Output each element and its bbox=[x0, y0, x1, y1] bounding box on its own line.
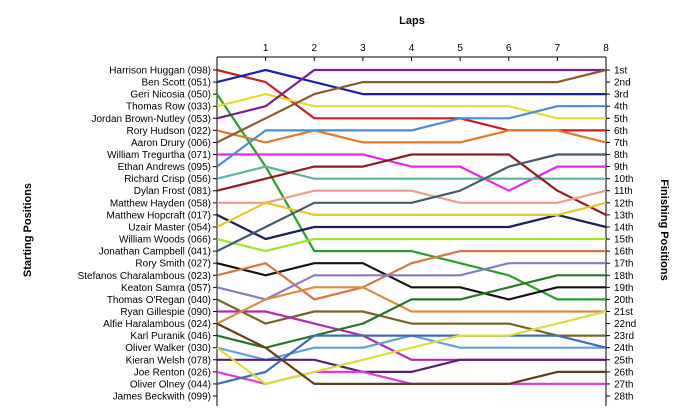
series-line bbox=[217, 153, 606, 192]
start-position-label: Matthew Hayden (058) bbox=[110, 198, 211, 209]
lap-tick-label: 6 bbox=[506, 43, 512, 54]
start-position-label: Ben Scott (051) bbox=[142, 78, 211, 89]
lap-tick-label: 3 bbox=[360, 43, 366, 54]
finish-position-label: 9th bbox=[614, 162, 628, 173]
finish-position-label: 1st bbox=[614, 66, 628, 77]
finish-position-label: 12th bbox=[614, 198, 633, 209]
start-position-label: Harrison Huggan (098) bbox=[109, 66, 211, 77]
finish-position-label: 28th bbox=[614, 392, 633, 403]
series-line bbox=[216, 322, 606, 385]
start-position-label: Oliver Olney (044) bbox=[130, 379, 211, 390]
finish-position-label: 20th bbox=[614, 295, 633, 306]
start-position-label: Rory Hudson (022) bbox=[127, 126, 211, 137]
finish-position-label: 14th bbox=[614, 222, 633, 233]
start-position-label: Stefanos Charalambous (023) bbox=[78, 271, 211, 282]
finish-position-label: 13th bbox=[614, 210, 633, 221]
series-line bbox=[216, 92, 606, 120]
start-position-label: Rory Smith (027) bbox=[135, 259, 211, 270]
finish-position-label: 22nd bbox=[614, 319, 636, 330]
start-position-label: Oliver Walker (030) bbox=[125, 343, 211, 354]
right-axis-title: Finishing Positions bbox=[658, 179, 670, 280]
series-line bbox=[216, 262, 606, 301]
series-line bbox=[216, 250, 606, 301]
start-position-label: Jonathan Campbell (041) bbox=[99, 247, 211, 258]
start-position-label: Dylan Frost (081) bbox=[134, 186, 211, 197]
start-position-label: Matthew Hopcraft (017) bbox=[107, 210, 212, 221]
x-axis-title: Laps bbox=[399, 15, 425, 27]
series-line bbox=[216, 68, 607, 144]
finish-position-label: 25th bbox=[614, 355, 633, 366]
finish-position-label: 24th bbox=[614, 343, 633, 354]
finish-position-label: 18th bbox=[614, 271, 633, 282]
finish-position-label: 27th bbox=[614, 379, 633, 390]
lap-tick-label: 2 bbox=[311, 43, 317, 54]
finish-position-label: 15th bbox=[614, 235, 633, 246]
lap-tick-label: 1 bbox=[263, 43, 269, 54]
finish-position-label: 2nd bbox=[614, 78, 631, 89]
start-position-label: Alfie Haralambous (024) bbox=[103, 319, 211, 330]
finish-position-label: 7th bbox=[614, 138, 628, 149]
start-position-label: Joe Renton (026) bbox=[134, 367, 211, 378]
finish-position-label: 17th bbox=[614, 259, 633, 270]
lap-tick-label: 8 bbox=[603, 43, 609, 54]
finish-position-label: 3rd bbox=[614, 90, 628, 101]
series-line bbox=[216, 298, 606, 337]
start-position-label: Kieran Welsh (078) bbox=[126, 355, 211, 366]
series-line bbox=[216, 213, 607, 241]
series-line bbox=[216, 310, 607, 385]
lap-tick-label: 5 bbox=[457, 43, 463, 54]
series-line bbox=[216, 68, 606, 96]
finish-position-label: 4th bbox=[614, 102, 628, 113]
start-position-label: Aaron Drury (006) bbox=[131, 138, 211, 149]
start-position-label: Richard Crisp (056) bbox=[124, 174, 211, 185]
series-line bbox=[216, 201, 607, 228]
series-line bbox=[216, 286, 606, 325]
finish-position-label: 11th bbox=[614, 186, 633, 197]
finish-position-label: 23rd bbox=[614, 331, 634, 342]
finish-position-label: 10th bbox=[614, 174, 633, 185]
start-position-label: Uzair Master (054) bbox=[128, 222, 211, 233]
finish-position-label: 26th bbox=[614, 367, 633, 378]
plot-area: 1 2 3 4 5 6 7 8 Harrison Huggan (098)Ben Scott (… bbox=[78, 43, 636, 406]
series-line bbox=[216, 274, 606, 349]
series-line bbox=[216, 105, 606, 168]
series-line bbox=[216, 262, 606, 301]
series-line bbox=[216, 93, 606, 301]
series-line bbox=[216, 68, 606, 120]
lap-tick-label: 7 bbox=[555, 43, 561, 54]
series-line bbox=[217, 189, 607, 204]
series-line bbox=[216, 129, 607, 144]
series-line bbox=[216, 237, 606, 253]
finish-position-label: 16th bbox=[614, 247, 633, 258]
finish-position-label: 6th bbox=[614, 126, 628, 137]
start-position-label: William Woods (066) bbox=[119, 235, 211, 246]
start-position-label: Ryan Gillespie (090) bbox=[120, 307, 211, 318]
start-position-label: Karl Puranik (046) bbox=[130, 331, 211, 342]
start-position-label: Thomas Row (033) bbox=[126, 102, 211, 113]
start-position-label: William Tregurtha (071) bbox=[107, 150, 211, 161]
start-position-label: James Beckwith (099) bbox=[113, 392, 211, 403]
finish-position-label: 21st bbox=[614, 307, 633, 318]
finish-position-label: 5th bbox=[614, 114, 628, 125]
start-position-label: Keaton Samra (057) bbox=[121, 283, 211, 294]
left-axis-title: Starting Positions bbox=[22, 183, 34, 277]
lap-tick-label: 4 bbox=[409, 43, 415, 54]
series-line bbox=[216, 153, 606, 253]
finish-position-label: 19th bbox=[614, 283, 633, 294]
start-position-label: Ethan Andrews (095) bbox=[118, 162, 211, 173]
start-position-label: Geri Nicosia (050) bbox=[130, 90, 211, 101]
series-line bbox=[216, 153, 607, 216]
start-position-label: Jordan Brown-Nutley (053) bbox=[92, 114, 212, 125]
start-position-label: Thomas O'Regan (040) bbox=[107, 295, 211, 306]
finish-position-label: 8th bbox=[614, 150, 628, 161]
